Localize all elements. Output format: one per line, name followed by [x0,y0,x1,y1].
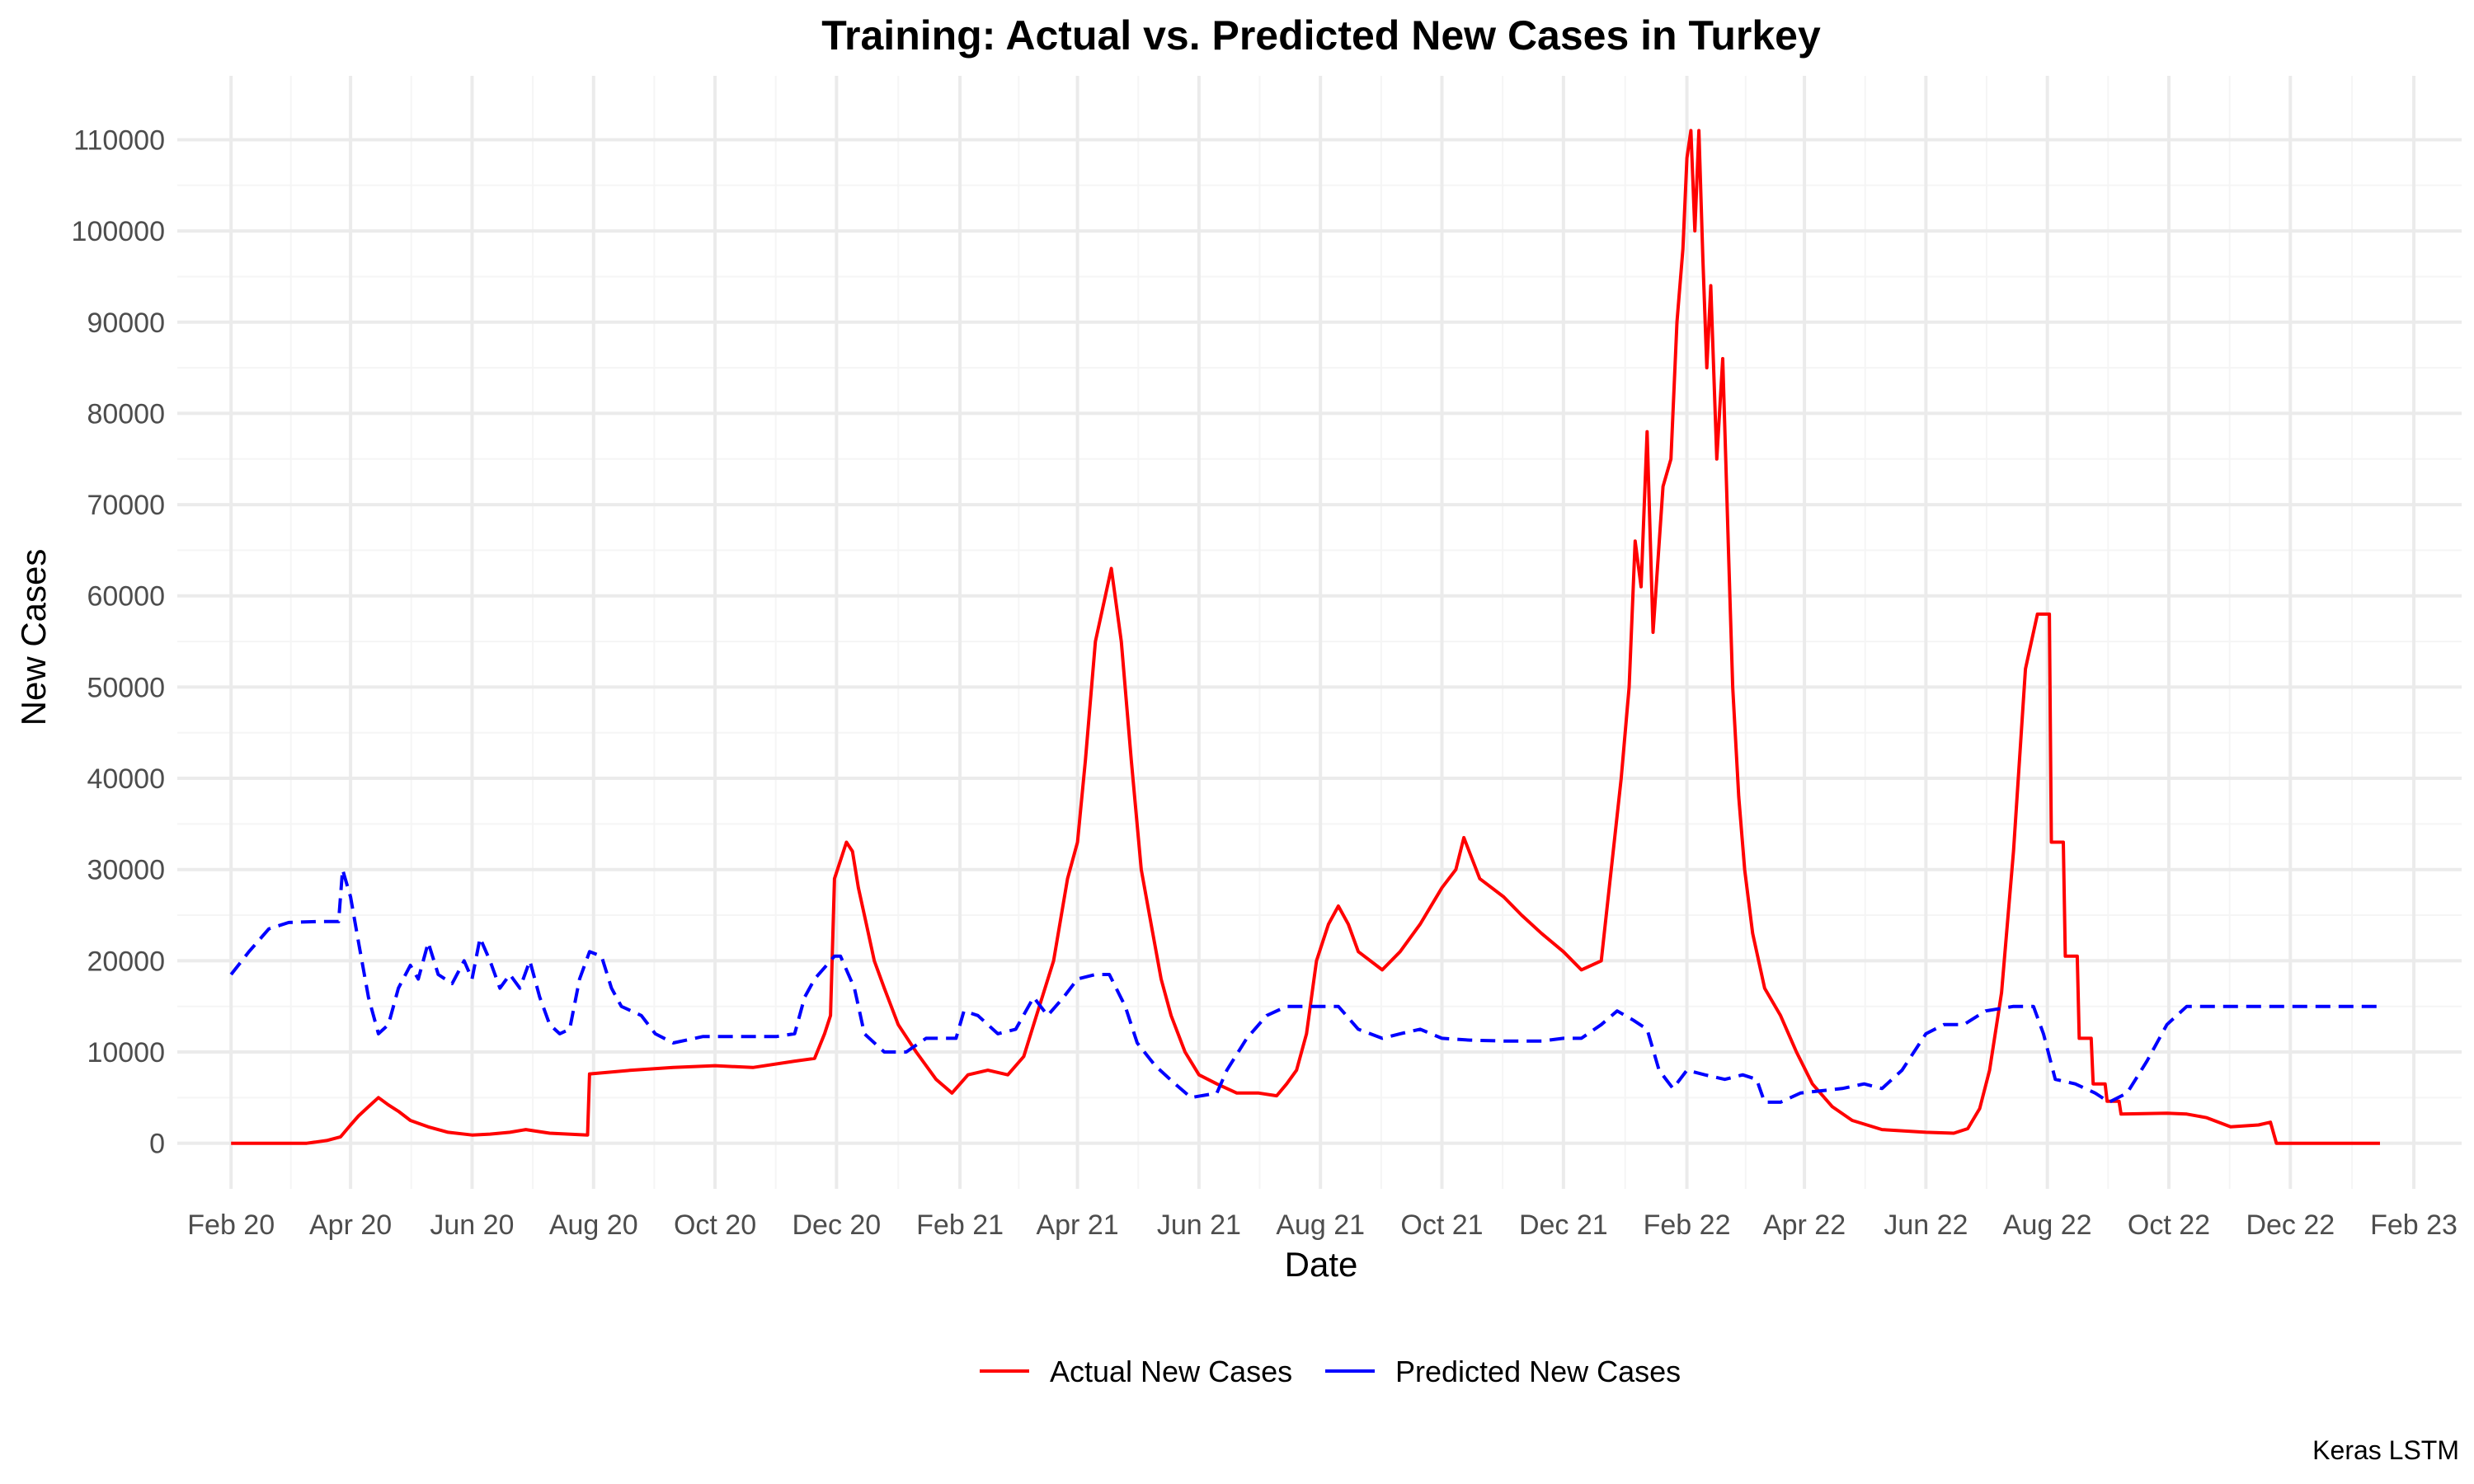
series-line-actual [231,129,2380,1145]
chart-title: Training: Actual vs. Predicted New Cases… [821,12,1821,59]
y-axis-title: New Cases [14,549,53,726]
caption: Keras LSTM [2312,1435,2459,1465]
y-tick-label: 20000 [87,946,165,977]
x-tick-label: Apr 22 [1763,1209,1846,1241]
x-tick-label: Oct 22 [2128,1209,2210,1241]
x-tick-labels: Feb 20 Apr 20 Jun 20 Aug 20 Oct 20 Dec 20 Feb … [187,1209,2458,1241]
x-tick-label: Jun 22 [1884,1209,1968,1241]
y-tick-label: 50000 [87,672,165,703]
y-tick-label: 90000 [87,308,165,339]
x-tick-label: Apr 20 [309,1209,392,1241]
y-tick-label: 110000 [73,124,165,156]
x-tick-label: Aug 22 [2003,1209,2092,1241]
series-layer [229,129,2380,1145]
x-tick-label: Jun 20 [430,1209,514,1241]
y-tick-label: 40000 [87,763,165,795]
x-tick-label: Dec 22 [2246,1209,2335,1241]
x-tick-label: Oct 21 [1400,1209,1483,1241]
x-tick-label: Feb 20 [187,1209,275,1241]
x-tick-label: Feb 23 [2370,1209,2458,1241]
y-tick-label: 100000 [72,216,165,247]
x-tick-label: Feb 21 [916,1209,1004,1241]
x-tick-label: Apr 21 [1036,1209,1118,1241]
x-tick-label: Aug 21 [1276,1209,1365,1241]
y-tick-label: 80000 [87,398,165,430]
x-tick-label: Oct 20 [674,1209,756,1241]
y-tick-label: 70000 [87,490,165,521]
series-line-predicted [229,867,2380,1104]
grid-layer [177,76,2462,1189]
y-tick-label: 60000 [87,581,165,613]
legend-label-actual: Actual New Cases [1050,1355,1292,1388]
x-axis-title: Date [1285,1245,1358,1284]
y-tick-label: 0 [149,1129,165,1160]
x-tick-label: Aug 20 [549,1209,638,1241]
legend: Actual New Cases Predicted New Cases [980,1355,1681,1388]
x-tick-label: Dec 20 [792,1209,881,1241]
legend-label-predicted: Predicted New Cases [1395,1355,1681,1388]
y-tick-label: 30000 [87,855,165,886]
x-tick-label: Dec 21 [1519,1209,1608,1241]
x-tick-label: Feb 22 [1644,1209,1731,1241]
x-tick-label: Jun 21 [1157,1209,1241,1241]
y-tick-label: 10000 [87,1037,165,1068]
y-tick-labels: 0 10000 20000 30000 40000 50000 60000 70000 8000… [72,124,165,1159]
